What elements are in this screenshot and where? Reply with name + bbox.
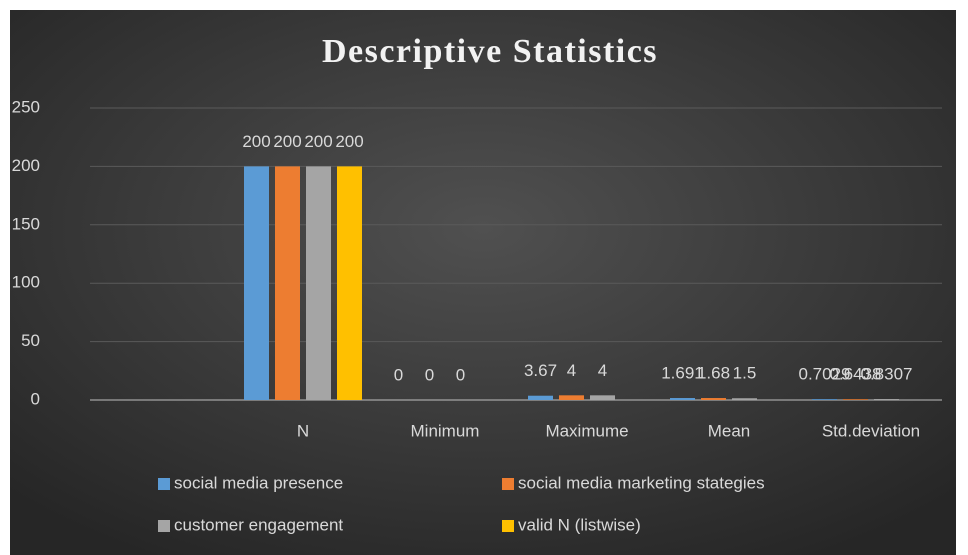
- bar: [732, 398, 757, 400]
- y-tick-label: 200: [12, 156, 40, 175]
- bar: [244, 166, 269, 400]
- y-tick-label: 250: [12, 97, 40, 116]
- x-tick-label: Maximume: [545, 421, 628, 440]
- legend-label: customer engagement: [174, 515, 343, 534]
- bar: [337, 166, 362, 400]
- x-tick-label: N: [297, 421, 309, 440]
- data-label: 4: [567, 361, 576, 380]
- bar: [590, 395, 615, 400]
- legend-swatch: [158, 478, 170, 490]
- y-tick-label: 150: [12, 214, 40, 233]
- bar: [275, 166, 300, 400]
- y-tick-label: 100: [12, 273, 40, 292]
- data-label: 4: [598, 361, 607, 380]
- chart-title: Descriptive Statistics: [322, 33, 658, 70]
- data-label: 200: [273, 132, 301, 151]
- legend-label: social media marketing stategies: [518, 473, 765, 492]
- bar: [843, 399, 868, 400]
- x-tick-label: Std.deviation: [822, 421, 920, 440]
- legend-swatch: [158, 520, 170, 532]
- legend-swatch: [502, 520, 514, 532]
- x-tick-label: Mean: [708, 421, 751, 440]
- y-tick-label: 0: [31, 389, 40, 408]
- data-label: 0: [425, 365, 434, 384]
- data-label: 0.7029: [799, 365, 851, 384]
- bar: [670, 398, 695, 400]
- data-label: 3.67: [524, 361, 557, 380]
- data-label: 200: [304, 132, 332, 151]
- data-label: 200: [242, 132, 270, 151]
- data-label: 0: [456, 365, 465, 384]
- data-label: 0.8307: [861, 365, 913, 384]
- data-label: 1.5: [733, 364, 757, 383]
- bar: [701, 398, 726, 400]
- bar: [812, 399, 837, 400]
- bar: [528, 395, 553, 400]
- legend-label: social media presence: [174, 473, 343, 492]
- data-label: 1.691: [661, 364, 704, 383]
- data-label: 1.68: [697, 364, 730, 383]
- chart-background: [10, 10, 956, 555]
- bar: [874, 399, 899, 400]
- data-label: 0.6438: [830, 365, 882, 384]
- y-tick-label: 50: [21, 331, 40, 350]
- bar: [306, 166, 331, 400]
- x-tick-label: Minimum: [411, 421, 480, 440]
- data-label: 200: [335, 132, 363, 151]
- bar: [559, 395, 584, 400]
- data-label: 0: [394, 365, 403, 384]
- legend-label: valid N (listwise): [518, 515, 641, 534]
- legend-swatch: [502, 478, 514, 490]
